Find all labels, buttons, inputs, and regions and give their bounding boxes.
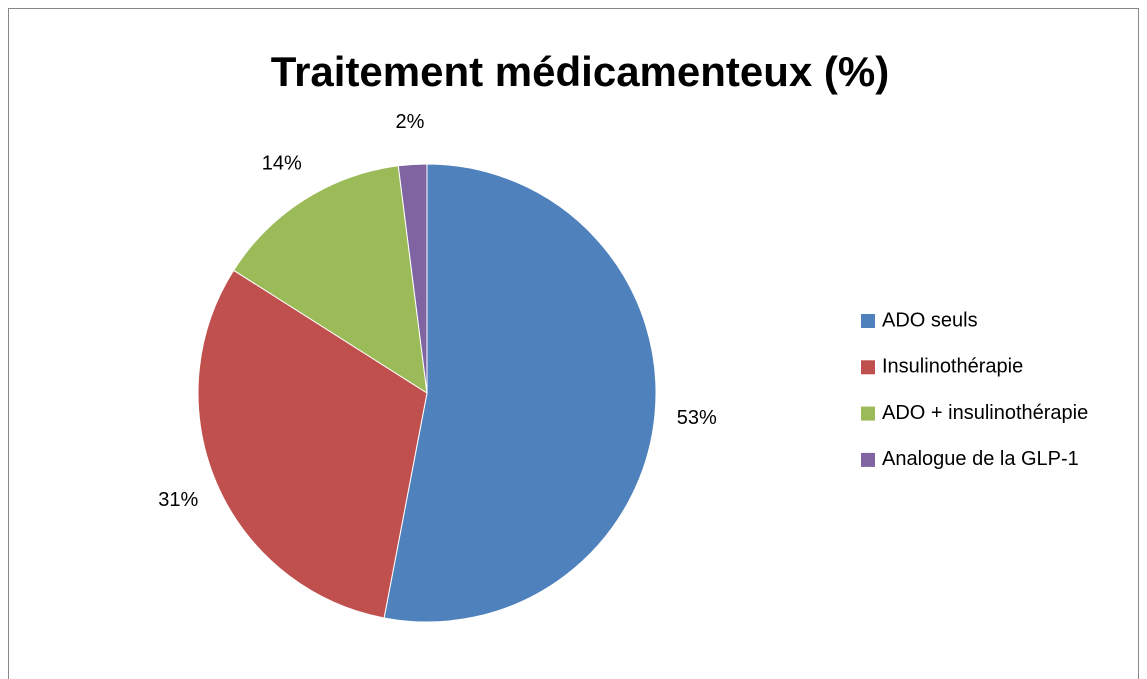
- data-label: 2%: [396, 111, 425, 133]
- pie-slice: [397, 163, 428, 394]
- legend-label: ADO + insulinothérapie: [882, 402, 1088, 424]
- legend-swatch: [861, 314, 875, 328]
- pie-slice: [383, 163, 657, 623]
- legend-label: ADO seuls: [882, 309, 978, 331]
- legend-swatch: [861, 406, 875, 421]
- legend-label: Insulinothérapie: [882, 356, 1023, 378]
- data-label: 14%: [262, 152, 302, 174]
- pie-slice: [232, 165, 428, 394]
- legend-label: Analogue de la GLP-1: [882, 448, 1079, 470]
- chart-title: Traitement médicamenteux (%): [271, 48, 890, 95]
- legend-swatch: [861, 360, 875, 375]
- data-label: 53%: [677, 407, 717, 429]
- legend-swatch: [861, 452, 875, 467]
- data-label: 31%: [158, 489, 198, 511]
